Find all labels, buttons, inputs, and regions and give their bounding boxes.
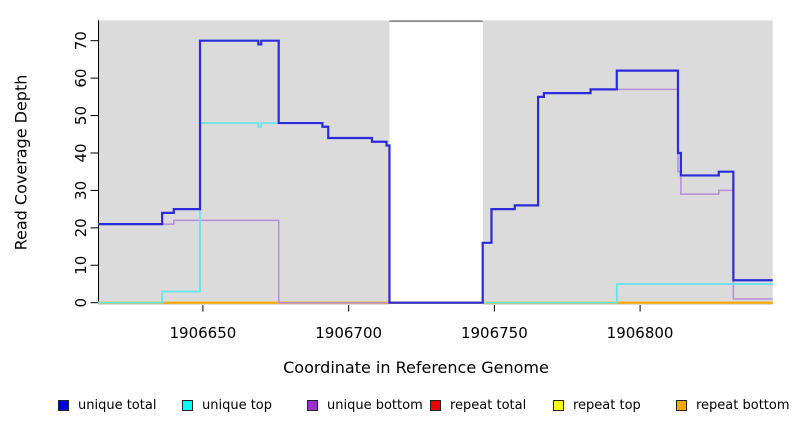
y-tick-label: 60 xyxy=(72,69,90,88)
legend-swatch-repeat-top xyxy=(553,399,564,411)
legend-item-unique-bottom: unique bottom xyxy=(307,397,423,413)
legend-swatch-unique-bottom xyxy=(307,399,318,411)
legend-item-repeat-total: repeat total xyxy=(430,397,526,413)
legend-item-repeat-bottom: repeat bottom xyxy=(676,397,790,413)
x-axis-label: Coordinate in Reference Genome xyxy=(283,358,549,377)
plot-background-left xyxy=(98,20,390,306)
y-tick-label: 30 xyxy=(72,181,90,200)
y-tick-label: 70 xyxy=(72,31,90,50)
y-tick-label: 0 xyxy=(72,298,90,308)
legend-swatch-unique-total xyxy=(58,399,69,411)
legend-item-unique-top: unique top xyxy=(182,397,272,413)
legend-label: unique total xyxy=(78,397,157,413)
y-tick-label: 10 xyxy=(72,256,90,275)
plot-background-right xyxy=(482,20,773,306)
legend-label: repeat bottom xyxy=(696,397,790,413)
legend-label: repeat top xyxy=(573,397,641,413)
legend-item-repeat-top: repeat top xyxy=(553,397,641,413)
y-axis-label: Read Coverage Depth xyxy=(11,74,31,251)
legend-label: repeat total xyxy=(450,397,527,413)
legend-swatch-repeat-bottom xyxy=(676,399,687,411)
series-line-unique-total xyxy=(98,39,773,304)
legend: unique total unique top unique bottom repea… xyxy=(0,397,792,421)
x-tick-label: 1906800 xyxy=(607,324,674,342)
y-tick-label: 50 xyxy=(72,106,90,125)
legend-swatch-repeat-total xyxy=(430,399,441,411)
legend-label: unique bottom xyxy=(327,397,423,413)
y-tick-label: 20 xyxy=(72,218,90,237)
x-tick-label: 1906750 xyxy=(461,324,528,342)
x-tick-label: 1906700 xyxy=(315,324,382,342)
legend-label: unique top xyxy=(202,397,273,413)
y-tick-label: 40 xyxy=(72,143,90,162)
legend-swatch-unique-top xyxy=(182,399,193,411)
coverage-gap-region xyxy=(389,20,483,306)
legend-item-unique-total: unique total xyxy=(58,397,156,413)
x-tick-label: 1906650 xyxy=(170,324,237,342)
